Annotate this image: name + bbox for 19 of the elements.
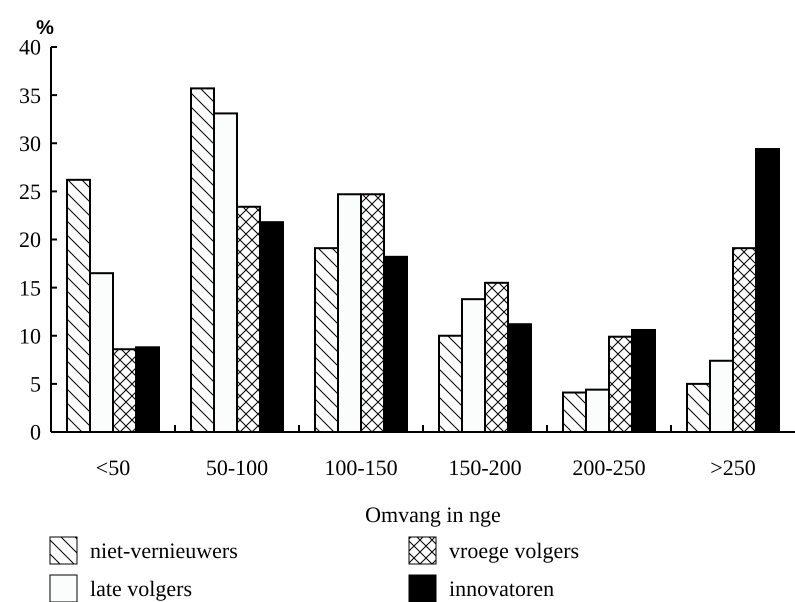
x-tick-label: 150-200 bbox=[448, 455, 522, 480]
legend-label: niet-vernieuwers bbox=[90, 538, 238, 563]
x-tick-label: 200-250 bbox=[572, 455, 646, 480]
x-tick-label: 100-150 bbox=[324, 455, 398, 480]
y-tick-label: 25 bbox=[19, 179, 41, 204]
x-tick-label: 50-100 bbox=[206, 455, 268, 480]
y-tick-label: 15 bbox=[19, 275, 41, 300]
y-tick-label: 5 bbox=[30, 372, 41, 397]
x-axis-title: Omvang in nge bbox=[365, 502, 501, 527]
legend-label: late volgers bbox=[90, 576, 192, 601]
y-tick-label: 20 bbox=[19, 227, 41, 252]
x-tick-label: <50 bbox=[96, 455, 130, 480]
y-tick-label: 10 bbox=[19, 323, 41, 348]
y-tick-label: 0 bbox=[30, 420, 41, 445]
legend-label: vroege volgers bbox=[449, 538, 580, 563]
legend-label: innovatoren bbox=[449, 576, 554, 601]
y-tick-label: 30 bbox=[19, 130, 41, 156]
y-tick-label: 35 bbox=[19, 82, 41, 108]
x-tick-label: >250 bbox=[710, 455, 756, 480]
